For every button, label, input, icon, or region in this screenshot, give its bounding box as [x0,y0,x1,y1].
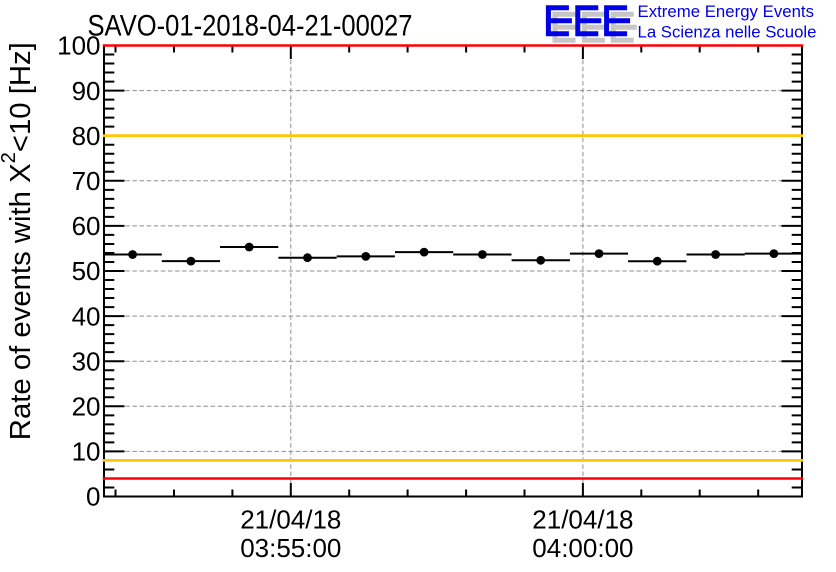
svg-text:20: 20 [72,392,101,422]
svg-text:50: 50 [72,256,101,286]
svg-text:21/04/18: 21/04/18 [240,505,341,535]
svg-text:100: 100 [57,31,100,61]
svg-text:03:55:00: 03:55:00 [240,533,341,563]
svg-text:10: 10 [72,437,101,467]
svg-text:21/04/18: 21/04/18 [532,505,633,535]
svg-text:Extreme Energy Events: Extreme Energy Events [638,2,815,21]
svg-text:04:00:00: 04:00:00 [532,533,633,563]
svg-text:80: 80 [72,121,101,151]
svg-text:70: 70 [72,166,101,196]
svg-text:40: 40 [72,301,101,331]
svg-text:SAVO-01-2018-04-21-00027: SAVO-01-2018-04-21-00027 [88,9,413,42]
svg-text:60: 60 [72,211,101,241]
svg-text:La Scienza nelle Scuole: La Scienza nelle Scuole [638,23,817,42]
svg-text:90: 90 [72,76,101,106]
svg-text:Rate of events with X2<10 [Hz]: Rate of events with X2<10 [Hz] [0,42,37,440]
svg-text:30: 30 [72,346,101,376]
svg-text:0: 0 [86,482,100,512]
